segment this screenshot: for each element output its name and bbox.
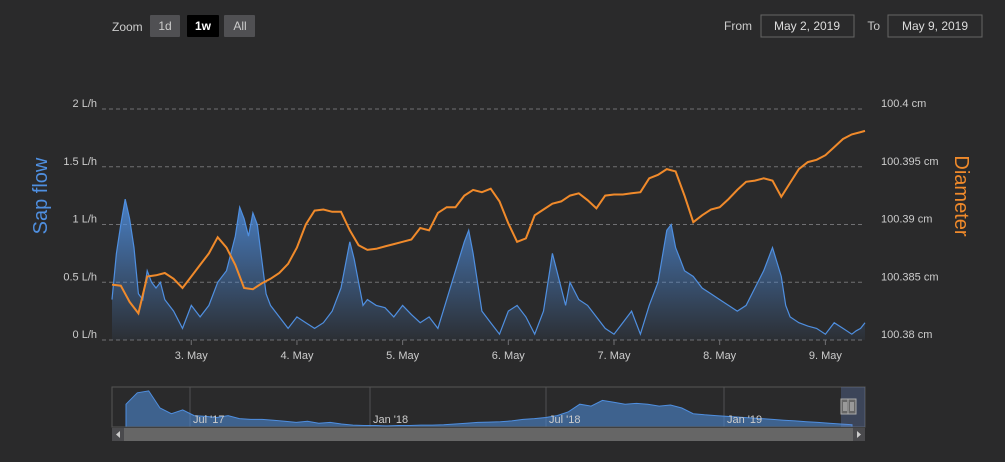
x-tick-label: 7. May [597, 350, 631, 362]
navigator-series-area [125, 390, 853, 428]
arrow-left-icon [116, 431, 120, 438]
navigator-tick-label: Jul '18 [549, 414, 580, 426]
x-tick-label: 3. May [175, 350, 209, 362]
x-tick-label: 5. May [386, 350, 420, 362]
to-date-value: May 9, 2019 [902, 19, 968, 33]
x-tick-label: 8. May [703, 350, 737, 362]
from-date-input[interactable]: May 2, 2019 [760, 14, 855, 38]
zoom-all-button[interactable]: All [224, 15, 255, 37]
scroll-right-button[interactable] [853, 428, 865, 441]
x-tick-label: 6. May [492, 350, 526, 362]
to-date-input[interactable]: May 9, 2019 [887, 14, 983, 38]
x-tick-label: 9. May [809, 350, 843, 362]
zoom-1d-button[interactable]: 1d [150, 15, 180, 37]
y-axis-left-title: Sap flow [30, 157, 52, 234]
navigator-tick-label: Jul '17 [193, 414, 224, 426]
from-date-value: May 2, 2019 [774, 19, 840, 33]
scroll-left-button[interactable] [112, 428, 124, 441]
zoom-all-label: All [233, 19, 246, 33]
scrollbar[interactable] [112, 428, 865, 441]
zoom-1w-label: 1w [195, 19, 212, 33]
from-label: From [724, 19, 752, 33]
to-label: To [867, 19, 880, 33]
y-left-tick-label: 1.5 L/h [63, 156, 97, 168]
diameter-line [111, 129, 866, 316]
y-right-tick-label: 100.39 cm [881, 214, 932, 226]
x-tick-label: 4. May [280, 350, 314, 362]
y-left-tick-label: 0.5 L/h [63, 271, 97, 283]
sap-flow-line [111, 198, 866, 337]
navigator-outline [111, 386, 866, 428]
zoom-label: Zoom [112, 20, 143, 34]
y-right-tick-label: 100.385 cm [881, 271, 938, 283]
y-axis-right-title: Diameter [950, 155, 972, 236]
zoom-1w-button[interactable]: 1w [187, 15, 219, 37]
y-left-tick-label: 2 L/h [73, 98, 97, 110]
scrollbar-thumb[interactable] [124, 428, 853, 441]
arrow-right-icon [857, 431, 861, 438]
zoom-1d-label: 1d [158, 19, 171, 33]
y-left-tick-label: 0 L/h [73, 329, 97, 341]
navigator-handle-right[interactable] [847, 398, 857, 415]
navigator-tick-label: Jan '18 [373, 414, 408, 426]
y-right-tick-label: 100.38 cm [881, 329, 932, 341]
y-right-tick-label: 100.395 cm [881, 156, 938, 168]
navigator-tick-label: Jan '19 [727, 414, 762, 426]
sap-flow-area [112, 199, 865, 340]
navigator[interactable]: Jul '17 Jan '18 Jul '18 Jan '19 [111, 386, 866, 428]
y-left-tick-label: 1 L/h [73, 214, 97, 226]
y-right-tick-label: 100.4 cm [881, 98, 926, 110]
